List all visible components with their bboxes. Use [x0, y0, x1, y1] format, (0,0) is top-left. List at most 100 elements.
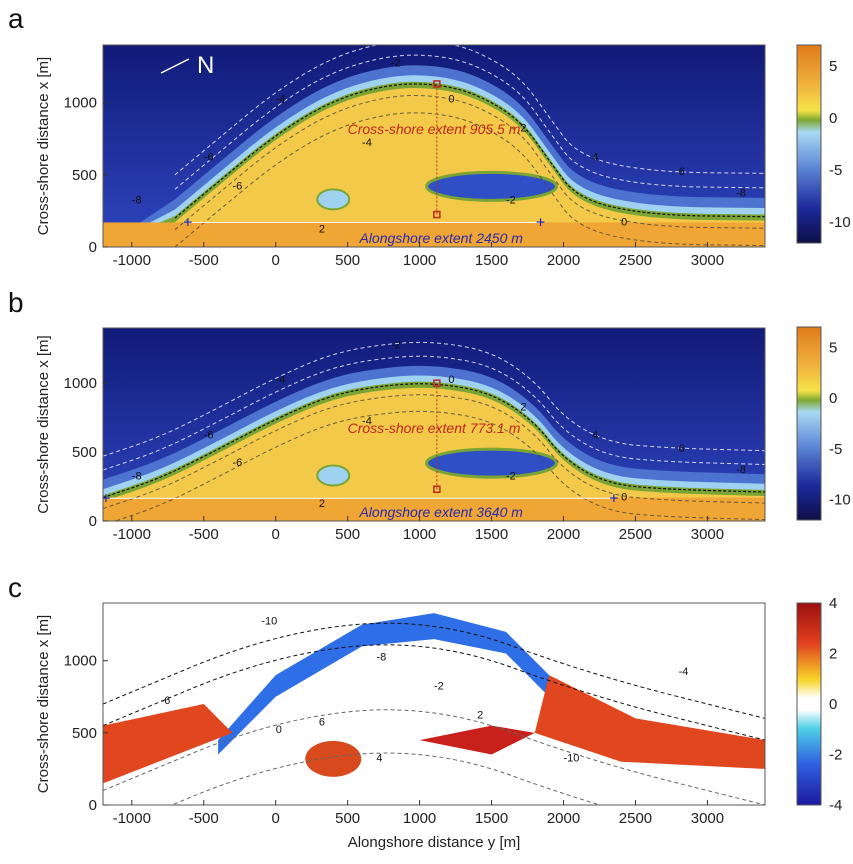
plot-area-a: + + Cross-shore extent 905.5 m Alongshore e… [103, 45, 765, 247]
y-tick-label: 1000 [64, 653, 97, 670]
contour-label: 6 [319, 717, 325, 729]
x-tick-label: 0 [272, 810, 280, 827]
colorbar-tick-label: 0 [829, 110, 837, 127]
contour-line [174, 94, 765, 231]
contour-label: 0 [621, 216, 627, 228]
contour-label: 2 [477, 709, 483, 721]
north-label: N [197, 52, 214, 79]
panel-letter-c: c [8, 572, 22, 603]
y-axis-a: 0 500 1000 [64, 95, 108, 256]
colorbar-b: 5 0 -5 -10 [796, 326, 851, 521]
north-arrow [160, 58, 190, 74]
x-tick-label: 2500 [619, 810, 652, 827]
y-tick-label: 500 [72, 444, 97, 461]
contour-line [174, 54, 765, 190]
colorbar-tick-label: -5 [829, 162, 842, 179]
y-axis-b: 0 500 1000 [64, 375, 108, 530]
plot-frame [102, 327, 766, 522]
cross-shore-extent-label: Cross-shore extent 773.1 m [348, 420, 521, 436]
x-axis-label: Alongshore distance y [m] [348, 834, 521, 851]
alongshore-marker: + [183, 214, 192, 231]
plot-frame [102, 602, 766, 806]
plot-frame [102, 44, 766, 248]
colorbar-tick-label: -10 [829, 492, 851, 509]
contour-label: -10 [261, 616, 277, 628]
x-tick-label: 1500 [475, 252, 508, 269]
zero-contour [103, 383, 765, 499]
contour-label: -8 [736, 464, 746, 476]
contour-line [103, 622, 765, 719]
y-tick-label: 0 [89, 797, 97, 814]
contour-label: 4 [592, 429, 598, 441]
contour-line [170, 752, 602, 805]
x-tick-label: -500 [189, 526, 219, 543]
panels: + + Cross-shore extent 905.5 m Alongshore e… [35, 44, 851, 851]
contour-label: -6 [233, 457, 243, 469]
contour-label: 0 [621, 491, 627, 503]
cross-shore-marker-top [433, 80, 441, 88]
x-tick-label: 1500 [475, 526, 508, 543]
contour-label: -4 [276, 374, 286, 386]
inner-channel [425, 447, 559, 479]
colorbar-gradient [796, 44, 822, 244]
x-tick-label: -500 [189, 252, 219, 269]
cross-shore-extent-label: Cross-shore extent 905.5 m [348, 121, 521, 137]
x-tick-label: -1000 [113, 810, 151, 827]
contour-label: -4 [679, 666, 689, 678]
x-tick-label: -500 [189, 810, 219, 827]
y-tick-label: 1000 [64, 375, 97, 392]
contour-label: 2 [520, 123, 526, 135]
zero-contour [174, 83, 765, 219]
contour-label: -8 [376, 652, 386, 664]
cross-shore-marker-bottom [433, 485, 441, 494]
contour-label: -6 [161, 695, 171, 707]
colorbar-gradient [796, 602, 822, 806]
contour-label: -6 [204, 151, 214, 163]
contour-label: 6 [679, 166, 685, 178]
beach [103, 222, 765, 247]
x-tick-label: 500 [335, 526, 360, 543]
contour-line [174, 45, 765, 176]
contour-line [113, 410, 765, 521]
contour-line [103, 644, 765, 741]
colorbar-tick-label: -2 [829, 747, 842, 764]
contour-label: 4 [592, 151, 598, 163]
x-tick-label: -1000 [113, 526, 151, 543]
erosion-band [218, 613, 557, 755]
inner-pool [316, 464, 351, 487]
x-tick-label: 500 [335, 252, 360, 269]
x-tick-label: 500 [335, 810, 360, 827]
x-tick-label: 3000 [691, 526, 724, 543]
inner-channel [425, 170, 559, 202]
panel-letter-a: a [8, 3, 24, 34]
plot-area-c: -10 -8 -6 -4 -2 0 2 4 6 -10 [103, 603, 765, 805]
inner-pool [316, 188, 351, 211]
y-tick-label: 0 [89, 239, 97, 256]
x-tick-label: 3000 [691, 810, 724, 827]
contour-line [103, 709, 765, 805]
contour-label: -8 [132, 195, 142, 207]
x-tick-label: 1000 [403, 526, 436, 543]
contour-label: -2 [391, 58, 401, 70]
accretion-inner [419, 725, 535, 755]
accretion-west [103, 704, 233, 784]
contour-line [103, 394, 765, 510]
y-tick-label: 0 [89, 513, 97, 530]
colorbar-tick-label: 0 [829, 696, 837, 713]
x-tick-label: 2000 [547, 252, 580, 269]
x-axis-c: -1000 -500 0 500 1000 1500 2000 2500 3000 [113, 800, 724, 827]
contour-label: -8 [736, 188, 746, 200]
contour-line [103, 341, 765, 457]
x-tick-label: 1000 [403, 252, 436, 269]
contour-label: -10 [564, 753, 580, 765]
contour-label: -2 [391, 340, 401, 352]
contour-label: -2 [506, 195, 516, 207]
colorbar-tick-label: -5 [829, 441, 842, 458]
y-axis-label: Cross-shore distance x [m] [35, 335, 52, 513]
colorbar-tick-label: 5 [829, 339, 837, 356]
contour-label: -4 [362, 137, 372, 149]
alongshore-extent-label: Alongshore extent 2450 m [358, 230, 523, 246]
colorbar-tick-label: -10 [829, 214, 851, 231]
x-tick-label: 2000 [547, 526, 580, 543]
